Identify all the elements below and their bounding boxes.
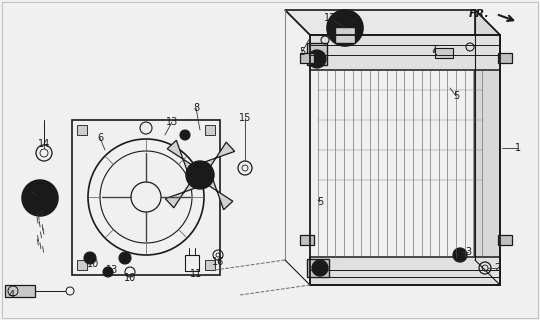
Text: 14: 14: [38, 139, 50, 149]
Bar: [498, 53, 512, 63]
Bar: [300, 235, 314, 245]
Text: 16: 16: [212, 257, 224, 267]
Text: 13: 13: [166, 117, 178, 127]
Bar: [307, 43, 327, 65]
Circle shape: [28, 186, 52, 210]
Circle shape: [34, 192, 46, 204]
Text: 13: 13: [106, 265, 118, 275]
Circle shape: [333, 16, 357, 40]
Polygon shape: [475, 10, 500, 285]
Text: 7: 7: [430, 45, 436, 55]
Bar: [72, 120, 220, 275]
Polygon shape: [285, 10, 500, 35]
Polygon shape: [165, 182, 199, 208]
Text: 9: 9: [29, 187, 35, 197]
Bar: [77, 125, 87, 135]
Text: FR.: FR.: [469, 9, 490, 19]
Bar: [77, 260, 87, 270]
Bar: [335, 27, 355, 43]
Polygon shape: [167, 140, 193, 173]
Bar: [28, 185, 50, 210]
Text: 5: 5: [453, 91, 459, 101]
Circle shape: [180, 130, 190, 140]
Circle shape: [103, 267, 113, 277]
Text: 5: 5: [299, 47, 305, 57]
Text: 8: 8: [193, 103, 199, 113]
Bar: [185, 255, 199, 271]
Bar: [307, 259, 329, 277]
Text: 2: 2: [494, 263, 500, 273]
Polygon shape: [207, 176, 233, 210]
Bar: [435, 48, 453, 58]
Text: 12: 12: [324, 13, 336, 23]
Circle shape: [453, 248, 467, 262]
Circle shape: [119, 252, 131, 264]
Text: 15: 15: [239, 113, 251, 123]
Circle shape: [84, 252, 96, 264]
Text: 5: 5: [317, 197, 323, 207]
Polygon shape: [201, 142, 235, 168]
Text: 11: 11: [190, 269, 202, 279]
Circle shape: [339, 22, 351, 34]
Bar: [205, 125, 215, 135]
Text: 10: 10: [87, 259, 99, 269]
Text: 4: 4: [9, 290, 15, 300]
Circle shape: [22, 180, 58, 216]
Circle shape: [308, 50, 326, 68]
Bar: [205, 260, 215, 270]
Text: 10: 10: [124, 273, 136, 283]
Circle shape: [186, 161, 214, 189]
Circle shape: [197, 172, 203, 178]
Bar: [5, 285, 35, 297]
Bar: [498, 235, 512, 245]
Bar: [310, 35, 500, 70]
Bar: [300, 53, 314, 63]
Text: 6: 6: [97, 133, 103, 143]
Text: 1: 1: [515, 143, 521, 153]
Circle shape: [327, 10, 363, 46]
Text: 3: 3: [465, 247, 471, 257]
Circle shape: [312, 260, 328, 276]
Circle shape: [192, 167, 208, 183]
Bar: [310, 257, 500, 285]
